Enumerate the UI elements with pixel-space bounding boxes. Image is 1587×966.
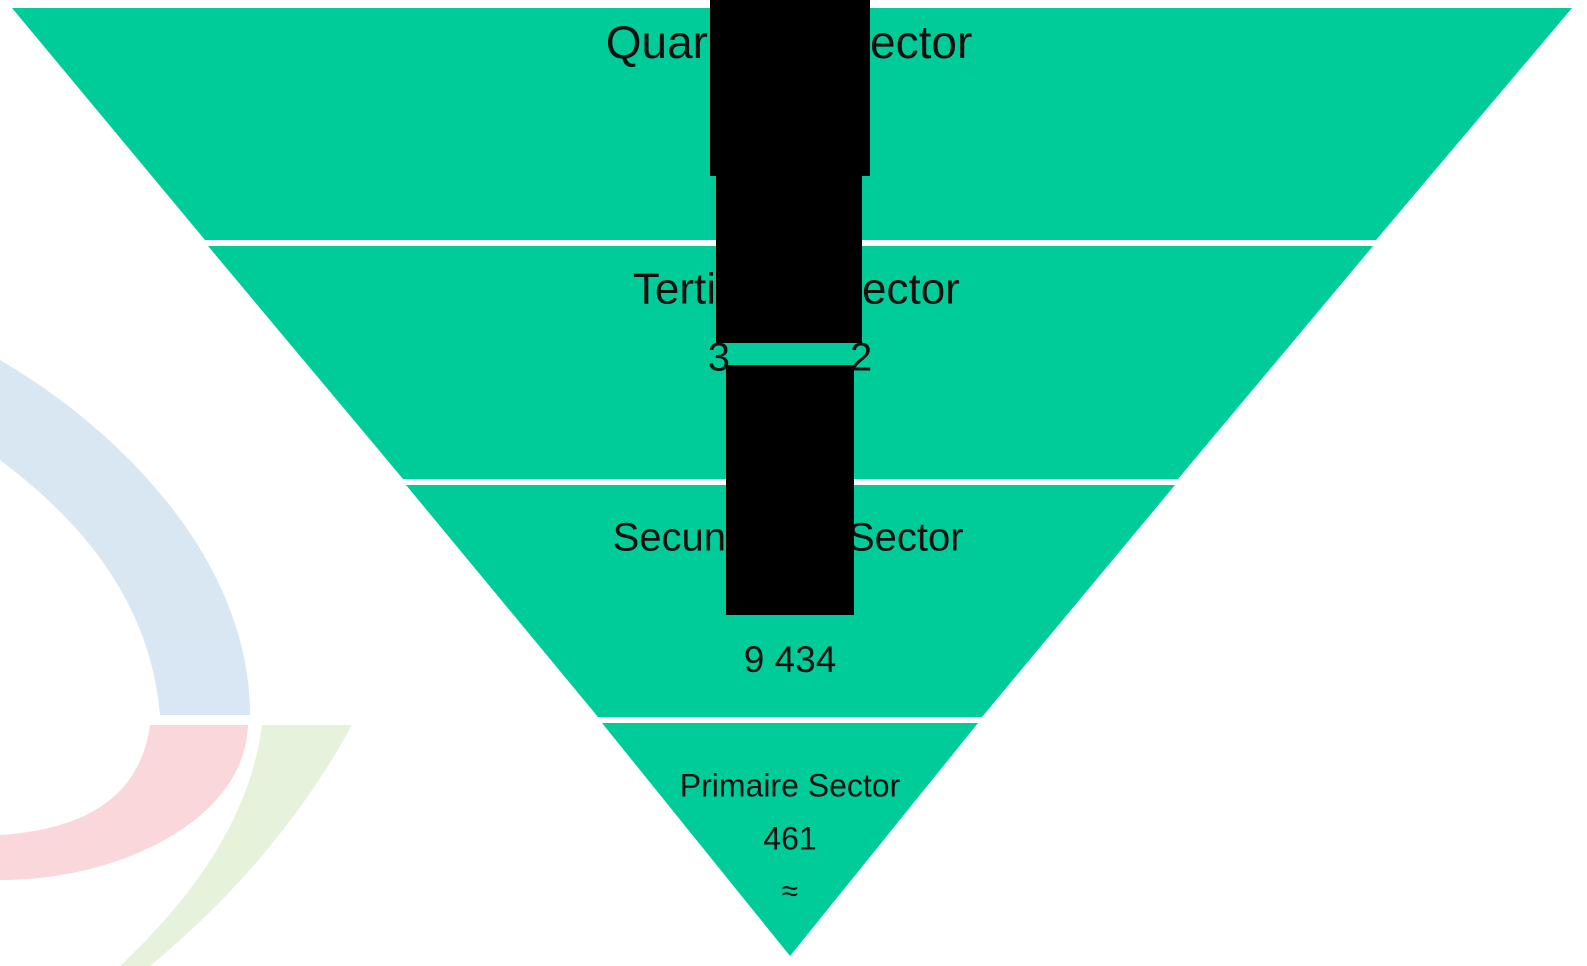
level-value: 3: [708, 336, 730, 380]
level-label: ector: [870, 16, 972, 68]
redaction: [716, 176, 862, 343]
level-value: 2: [850, 336, 872, 380]
level-label: Sector: [848, 516, 964, 560]
pink-curve: [0, 725, 248, 880]
level-note: ≈: [782, 875, 798, 908]
redaction: [726, 365, 854, 615]
green-curve: [120, 725, 352, 966]
redaction: [710, 0, 870, 176]
level-value: 9 434: [744, 639, 837, 680]
band-tertiary: [208, 246, 1373, 479]
band-primary: [602, 723, 978, 956]
background-decoration: [0, 360, 352, 966]
level-label: Quar: [606, 16, 708, 68]
level-value: 461: [763, 820, 816, 856]
level-label: Terti: [633, 265, 716, 314]
level-label: Secun: [613, 516, 726, 560]
level-label: ector: [862, 265, 960, 314]
level-label: Primaire Sector: [680, 767, 901, 803]
blue-curve: [0, 360, 250, 715]
